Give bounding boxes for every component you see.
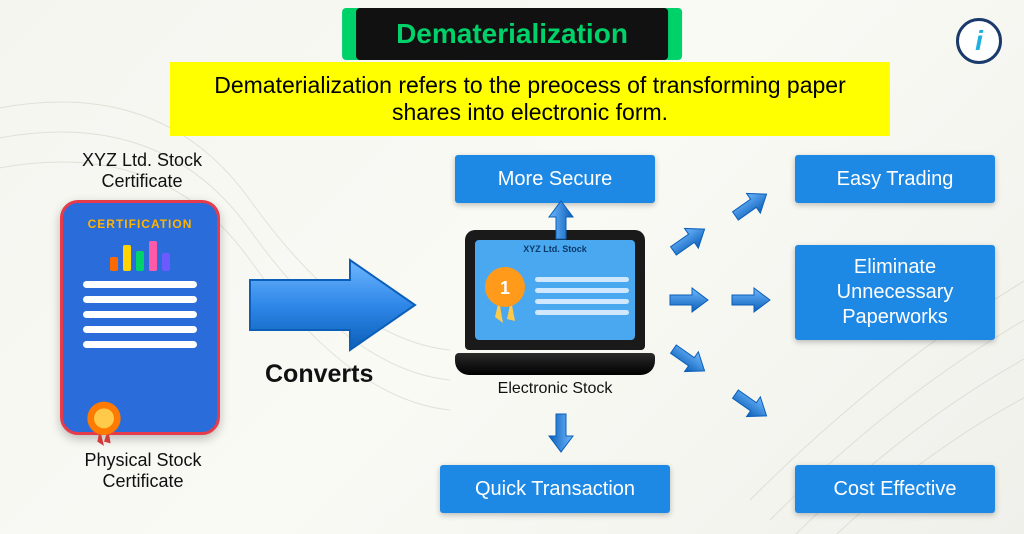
small-arrow-icon: [668, 285, 710, 315]
benefit-more-secure: More Secure: [455, 155, 655, 203]
small-arrow-icon: [725, 181, 777, 230]
benefit-eliminate-paper: Eliminate Unnecessary Paperworks: [795, 245, 995, 340]
svg-text:1: 1: [500, 278, 510, 298]
small-arrow-icon: [546, 412, 576, 454]
convert-arrow-icon: [245, 255, 420, 355]
certificate-bottom-label: Physical Stock Certificate: [58, 450, 228, 492]
certificate-chart-icon: [77, 239, 203, 271]
definition-text: Dematerialization refers to the preocess…: [170, 62, 890, 136]
benefit-quick-transaction: Quick Transaction: [440, 465, 670, 513]
small-arrow-icon: [546, 199, 576, 241]
small-arrow-icon: [725, 381, 777, 430]
award-badge-icon: 1: [481, 265, 529, 325]
certificate-top-label: XYZ Ltd. Stock Certificate: [52, 150, 232, 192]
laptop-lines: [535, 259, 629, 321]
converts-label: Converts: [265, 360, 373, 389]
certificate-heading: CERTIFICATION: [77, 217, 203, 231]
certificate-lines: [77, 281, 203, 348]
seal-icon: [79, 400, 129, 450]
small-arrow-icon: [663, 216, 715, 265]
small-arrow-icon: [663, 336, 715, 385]
brand-logo: i: [956, 18, 1002, 64]
benefit-easy-trading: Easy Trading: [795, 155, 995, 203]
laptop-electronic-stock: XYZ Ltd. Stock 1: [455, 230, 655, 375]
small-arrow-icon: [730, 285, 772, 315]
laptop-screen-title: XYZ Ltd. Stock: [475, 244, 635, 254]
page-title: Dematerialization: [356, 8, 668, 60]
physical-certificate: CERTIFICATION: [60, 200, 220, 435]
benefit-cost-effective: Cost Effective: [795, 465, 995, 513]
laptop-label: Electronic Stock: [480, 380, 630, 398]
